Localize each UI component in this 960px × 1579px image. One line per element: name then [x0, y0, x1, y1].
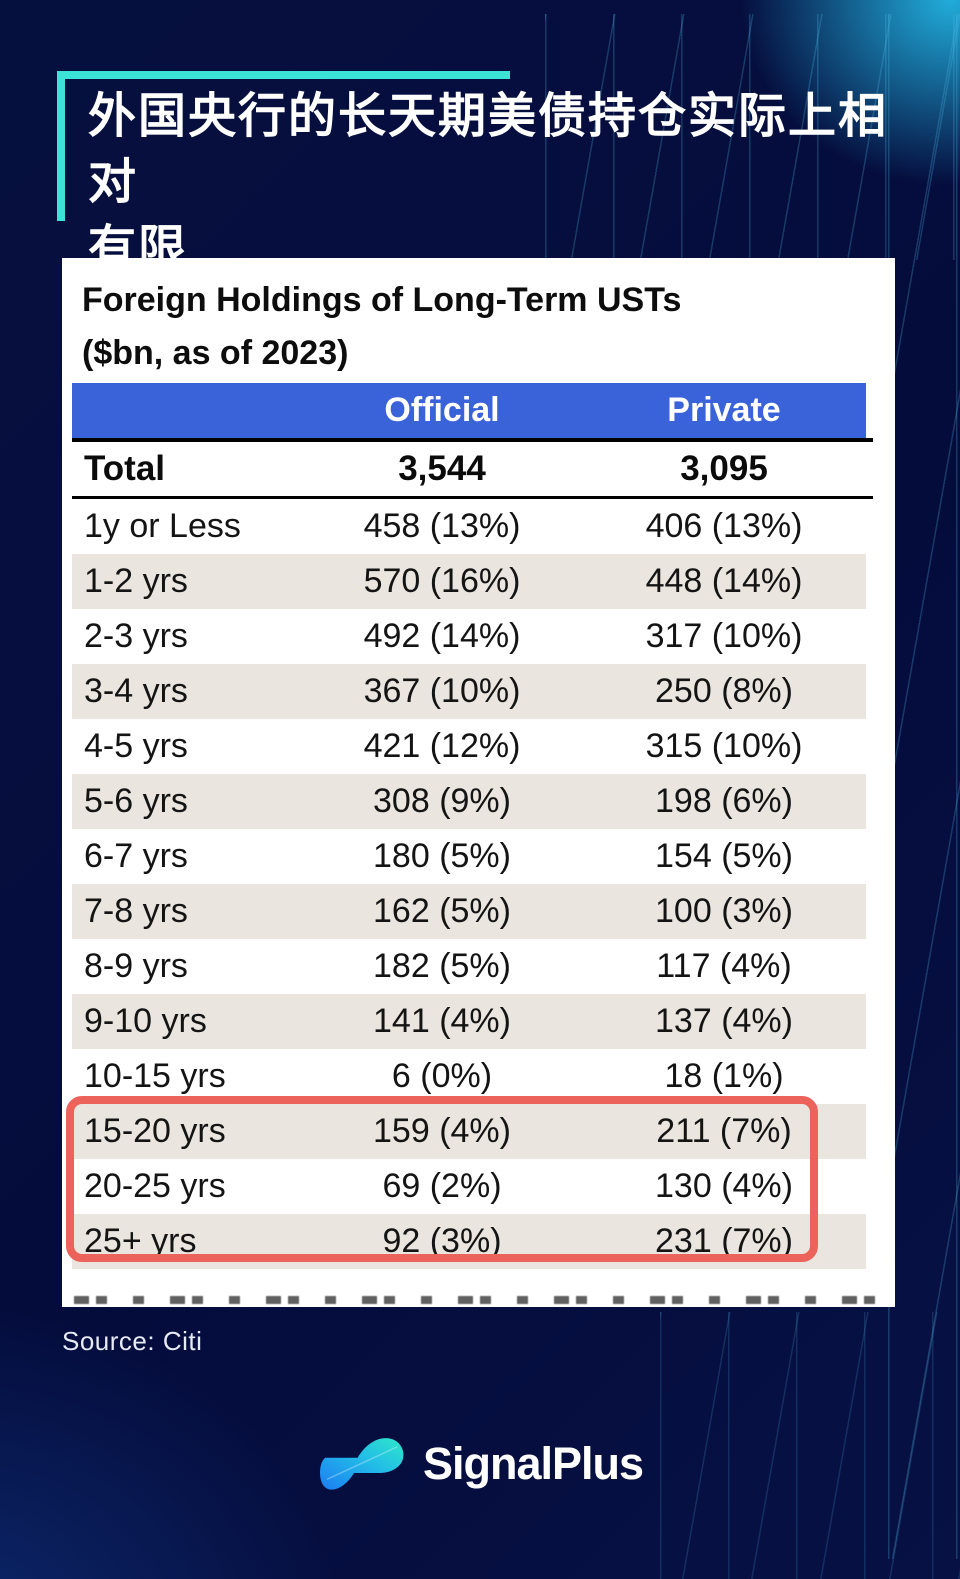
divider-line: [72, 438, 873, 442]
source-attribution: Source: Citi: [62, 1326, 203, 1356]
page-title: 外国央行的长天期美债持仓实际上相对 有限: [88, 84, 928, 282]
table-row: 10-15 yrs 6 (0%) 18 (1%): [72, 1049, 866, 1104]
table-row: 5-6 yrs 308 (9%) 198 (6%): [72, 774, 866, 829]
official-value: 180 (5%): [373, 837, 511, 875]
table-row: 3-4 yrs 367 (10%) 250 (8%): [72, 664, 866, 719]
page-title-line1: 外国央行的长天期美债持仓实际上相对: [88, 90, 889, 209]
divider-line: [72, 496, 873, 499]
table-card: Foreign Holdings of Long-Term USTs ($bn,…: [62, 258, 895, 1307]
private-value: 198 (6%): [655, 782, 793, 820]
maturity-label: 3-4 yrs: [84, 672, 188, 710]
table-row: 9-10 yrs 141 (4%) 137 (4%): [72, 994, 866, 1049]
private-value: 130 (4%): [655, 1167, 793, 1205]
maturity-label: 1-2 yrs: [84, 562, 188, 600]
maturity-label: 2-3 yrs: [84, 617, 188, 655]
teal-accent-bar-left: [57, 71, 65, 221]
maturity-label: 10-15 yrs: [84, 1057, 226, 1095]
official-value: 92 (3%): [382, 1222, 502, 1260]
private-value: 18 (1%): [664, 1057, 784, 1095]
official-value: 367 (10%): [363, 672, 521, 710]
official-value: 6 (0%): [391, 1057, 493, 1095]
official-value: 421 (12%): [363, 727, 521, 765]
private-value: 137 (4%): [655, 1002, 793, 1040]
table-row: 2-3 yrs 492 (14%) 317 (10%): [72, 609, 866, 664]
table-row: 1-2 yrs 570 (16%) 448 (14%): [72, 554, 866, 609]
table-row: 20-25 yrs 69 (2%) 130 (4%): [72, 1159, 866, 1214]
private-value: 250 (8%): [655, 672, 793, 710]
private-value: 211 (7%): [656, 1112, 792, 1150]
official-value: 308 (9%): [373, 782, 511, 820]
table-header-row: Official Private: [72, 383, 866, 438]
table-title-line2: ($bn, as of 2023): [82, 334, 349, 372]
private-value: 317 (10%): [645, 617, 803, 655]
official-value: 492 (14%): [363, 617, 521, 655]
private-value: 154 (5%): [655, 837, 793, 875]
column-header-private: Private: [667, 391, 781, 429]
maturity-label: 6-7 yrs: [84, 837, 188, 875]
teal-accent-bar-top: [57, 71, 510, 79]
table-title-line1: Foreign Holdings of Long-Term USTs: [82, 281, 682, 319]
private-value: 315 (10%): [645, 727, 803, 765]
table-body: 1y or Less 458 (13%) 406 (13%) 1-2 yrs 5…: [72, 499, 866, 1269]
maturity-label: 15-20 yrs: [84, 1112, 226, 1150]
private-value: 406 (13%): [645, 507, 803, 545]
maturity-label: 4-5 yrs: [84, 727, 188, 765]
official-value: 182 (5%): [373, 947, 511, 985]
table-row: 25+ yrs 92 (3%) 231 (7%): [72, 1214, 866, 1269]
official-value: 159 (4%): [373, 1112, 511, 1150]
total-private-value: 3,095: [680, 449, 768, 488]
official-value: 69 (2%): [382, 1167, 502, 1205]
official-value: 570 (16%): [363, 562, 521, 600]
official-value: 458 (13%): [363, 507, 521, 545]
brand-wordmark: SignalPlus: [423, 1438, 644, 1489]
table-title: Foreign Holdings of Long-Term USTs ($bn,…: [82, 274, 872, 380]
signalplus-wave-icon: [320, 1438, 404, 1490]
maturity-label: 5-6 yrs: [84, 782, 188, 820]
private-value: 117 (4%): [656, 947, 792, 985]
table-row: 8-9 yrs 182 (5%) 117 (4%): [72, 939, 866, 994]
column-header-official: Official: [384, 391, 500, 429]
maturity-label: 8-9 yrs: [84, 947, 188, 985]
table-row: 4-5 yrs 421 (12%) 315 (10%): [72, 719, 866, 774]
table-row: 6-7 yrs 180 (5%) 154 (5%): [72, 829, 866, 884]
maturity-label: 25+ yrs: [84, 1222, 197, 1260]
maturity-label: 20-25 yrs: [84, 1167, 226, 1205]
table-total-row: Total 3,544 3,095: [72, 442, 866, 496]
table-row: 1y or Less 458 (13%) 406 (13%): [72, 499, 866, 554]
maturity-label: 9-10 yrs: [84, 1002, 207, 1040]
table-row: 7-8 yrs 162 (5%) 100 (3%): [72, 884, 866, 939]
table-row: 15-20 yrs 159 (4%) 211 (7%): [72, 1104, 866, 1159]
total-label: Total: [84, 449, 166, 488]
brand-logo: SignalPlus: [318, 1428, 644, 1500]
private-value: 100 (3%): [655, 892, 793, 930]
maturity-label: 1y or Less: [84, 507, 241, 545]
clipped-footnote-text: [74, 1296, 886, 1304]
total-official-value: 3,544: [398, 449, 486, 488]
maturity-label: 7-8 yrs: [84, 892, 188, 930]
private-value: 448 (14%): [645, 562, 803, 600]
official-value: 141 (4%): [373, 1002, 511, 1040]
diagonal-lines-pattern: [660, 1312, 960, 1579]
official-value: 162 (5%): [373, 892, 511, 930]
private-value: 231 (7%): [655, 1222, 793, 1260]
